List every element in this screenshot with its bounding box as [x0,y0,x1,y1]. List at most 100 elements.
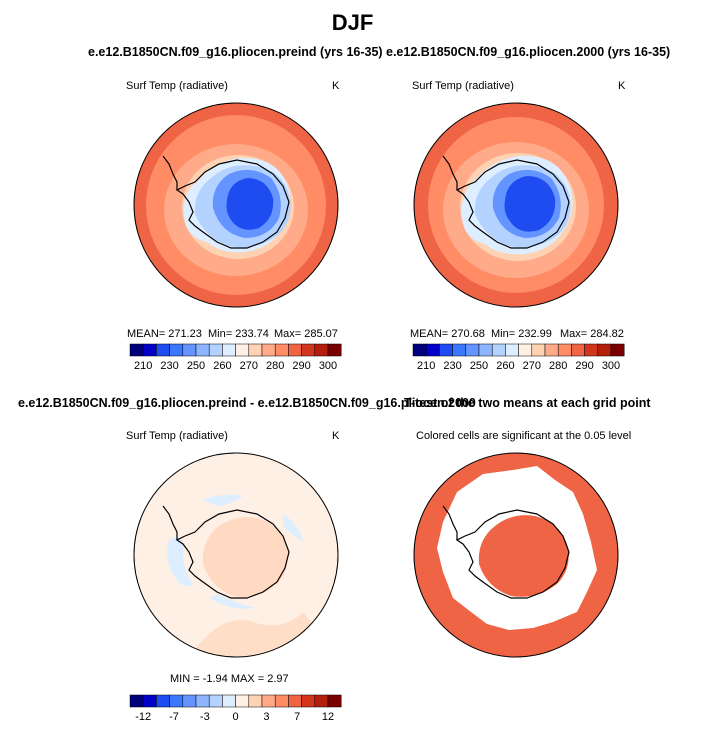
colorbar-box [610,343,625,357]
panel2-variable-label: Surf Temp (radiative) [412,80,514,92]
map3-cool-patch-east [283,514,303,542]
colorbar-panel3: -12 -7 -3 0 3 7 12 [129,694,342,723]
map2-peninsula [442,155,458,190]
colorbar-box [235,343,250,357]
colorbar-box [327,343,342,357]
colorbar-box [142,694,157,708]
colorbar-tick-label: -7 [169,711,179,723]
panel1-units-label: K [332,80,340,92]
colorbar-box [182,343,197,357]
colorbar-box [208,694,223,708]
colorbar-box [208,343,223,357]
colorbar-tick-label: 250 [187,360,205,372]
colorbar-box [584,343,599,357]
colorbar-box [571,343,585,357]
colorbar-tick-label: 280 [266,360,284,372]
colorbar-box [156,694,170,708]
panel1-max: Max= 285.07 [274,328,338,340]
panel3-units-label: K [332,430,340,442]
colorbar-tick-label: 12 [322,711,334,723]
colorbar-box [314,694,329,708]
colorbar-box [327,694,342,708]
panel1-min: Min= 233.74 [208,328,269,340]
colorbar-box [452,343,467,357]
colorbar-box [314,343,329,357]
panel1-variable-label: Surf Temp (radiative) [126,80,228,92]
map1-coastline [175,159,290,249]
panel4-title: T-test of the two means at each grid poi… [404,396,651,410]
panel2-mean: MEAN= 270.68 [410,328,485,340]
figure-title: DJF [331,10,374,35]
colorbar-box [544,343,559,357]
colorbar-box [491,343,506,357]
map4-coastline [455,509,570,599]
map-panel3 [133,452,339,658]
colorbar-box [235,694,250,708]
colorbar-box [505,343,519,357]
colorbar-tick-label: 210 [417,360,435,372]
colorbar-box [261,694,276,708]
panel2-title: e.e12.B1850CN.f09_g16.pliocen.2000 (yrs … [386,45,671,59]
colorbar-tick-label: -3 [200,711,210,723]
colorbar-tick-label: 230 [160,360,178,372]
colorbar-tick-label: 270 [240,360,258,372]
map3-coastline [175,509,290,599]
colorbar-tick-label: 280 [549,360,567,372]
map3-cool-patch-north [203,494,243,506]
map3-warm-continent [202,517,288,597]
colorbar-box [531,343,546,357]
colorbar-box [248,694,263,708]
colorbar-tick-label: 210 [134,360,152,372]
colorbar-panel1: 210 230 250 260 270 280 290 300 [129,343,342,372]
colorbar-box [261,343,276,357]
colorbar-box [288,694,302,708]
map4-significant-continent [478,515,569,597]
colorbar-box [274,343,289,357]
panel1-title: e.e12.B1850CN.f09_g16.pliocen.preind (yr… [88,45,383,59]
colorbar-box [248,343,263,357]
panel3-minmax: MIN = -1.94 MAX = 2.97 [170,673,289,685]
colorbar-box [439,343,453,357]
panel2-units-label: K [618,80,626,92]
colorbar-tick-label: 7 [294,711,300,723]
colorbar-box [222,694,236,708]
colorbar-box [425,343,440,357]
colorbar-box [195,694,210,708]
colorbar-box [301,694,316,708]
colorbar-tick-label: 3 [263,711,269,723]
colorbar-tick-label: -12 [135,711,151,723]
panel1-mean: MEAN= 271.23 [127,328,202,340]
map-panel4 [413,452,619,658]
colorbar-tick-label: 300 [602,360,620,372]
colorbar-box [518,343,533,357]
colorbar-box [288,343,302,357]
colorbar-box [412,343,427,357]
colorbar-box [465,343,480,357]
colorbar-tick-label: 230 [443,360,461,372]
map3-cool-patch-west [167,536,193,587]
map2-plateau-core [504,176,556,232]
colorbar-panel2: 210 230 250 260 270 280 290 300 [412,343,625,372]
colorbar-tick-label: 250 [470,360,488,372]
map1-peninsula [162,155,178,190]
colorbar-box [156,343,170,357]
colorbar-box [222,343,236,357]
colorbar-box [301,343,316,357]
map4-peninsula [442,505,458,540]
panel3-variable-label: Surf Temp (radiative) [126,430,228,442]
colorbar-tick-label: 300 [319,360,337,372]
panel4-subtitle: Colored cells are significant at the 0.0… [416,430,632,442]
colorbar-box [142,343,157,357]
colorbar-tick-label: 260 [213,360,231,372]
map-panel1 [133,102,339,308]
colorbar-tick-label: 260 [496,360,514,372]
panel3-title: e.e12.B1850CN.f09_g16.pliocen.preind - e… [18,396,476,410]
map3-cool-patch-south [209,594,255,609]
map3-peninsula [162,505,178,540]
map2-coastline [455,159,570,249]
colorbar-tick-label: 290 [292,360,310,372]
colorbar-box [182,694,197,708]
colorbar-box [129,694,144,708]
map1-plateau-core [226,178,274,230]
colorbar-tick-label: 290 [575,360,593,372]
